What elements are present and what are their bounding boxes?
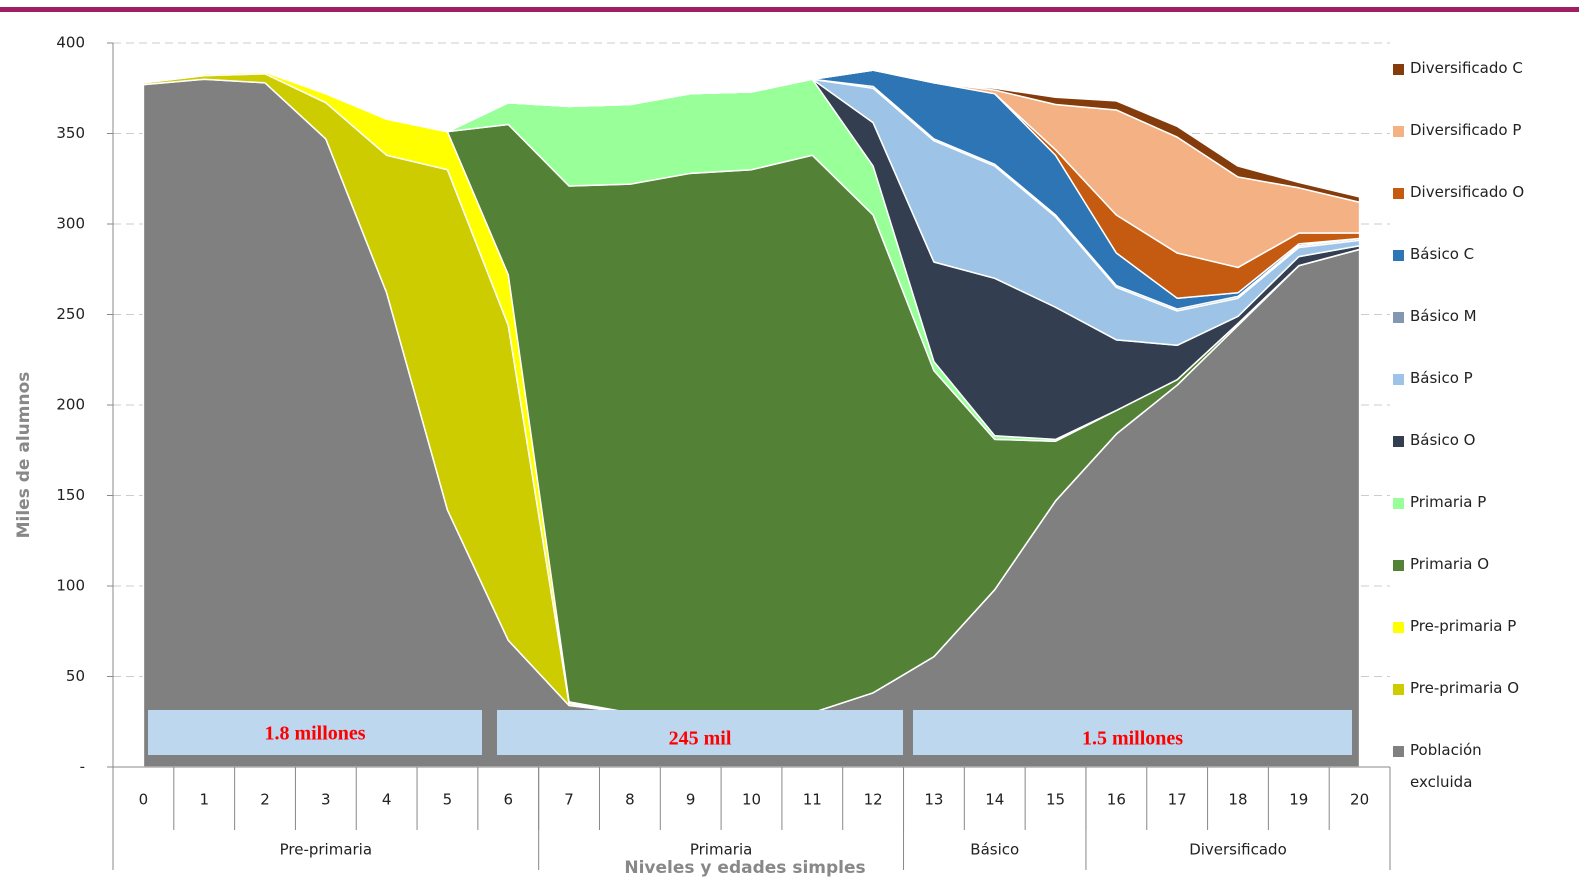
legend-item: Básico O xyxy=(1393,431,1573,494)
legend-label: Pre-primaria O xyxy=(1410,679,1520,697)
annotation-box xyxy=(497,710,903,755)
y-axis-label: Miles de alumnos xyxy=(14,372,34,539)
legend-item: Pre-primaria P xyxy=(1393,617,1573,680)
legend-item: Población excluida xyxy=(1393,741,1573,804)
y-tick-label: 400 xyxy=(56,34,85,52)
top-band xyxy=(0,0,1579,12)
legend-swatch xyxy=(1393,374,1404,385)
x-tick-label: 10 xyxy=(742,791,761,809)
legend-item: Básico P xyxy=(1393,369,1573,432)
legend-swatch xyxy=(1393,64,1404,75)
x-tick-label: 15 xyxy=(1046,791,1065,809)
y-tick-label: 100 xyxy=(56,577,85,595)
legend-item: Diversificado P xyxy=(1393,121,1573,184)
group-label: Primaria xyxy=(690,841,752,859)
legend-label: Primaria P xyxy=(1410,493,1487,511)
legend-label: Básico M xyxy=(1410,307,1477,325)
x-tick-label: 4 xyxy=(382,791,392,809)
x-tick-label: 7 xyxy=(564,791,574,809)
x-tick-label: 1 xyxy=(199,791,209,809)
x-tick-label: 3 xyxy=(321,791,331,809)
legend-item: Primaria P xyxy=(1393,493,1573,556)
legend: Diversificado C Diversificado P Diversific… xyxy=(1393,59,1573,804)
legend-swatch xyxy=(1393,126,1404,137)
legend-label: Básico P xyxy=(1410,369,1473,387)
legend-swatch xyxy=(1393,436,1404,447)
legend-label: Básico C xyxy=(1410,245,1475,263)
x-tick-label: 5 xyxy=(443,791,453,809)
x-tick-label: 9 xyxy=(686,791,696,809)
x-tick-label: 17 xyxy=(1168,791,1187,809)
legend-item: Primaria O xyxy=(1393,555,1573,618)
x-tick-label: 20 xyxy=(1350,791,1369,809)
x-tick-label: 16 xyxy=(1107,791,1126,809)
legend-swatch xyxy=(1393,684,1404,695)
y-tick-label: 200 xyxy=(56,396,85,414)
legend-label: Diversificado P xyxy=(1410,121,1522,139)
x-tick-label: 8 xyxy=(625,791,635,809)
legend-label: Pre-primaria P xyxy=(1410,617,1517,635)
legend-item: Básico C xyxy=(1393,245,1573,308)
x-axis-label: Niveles y edades simples xyxy=(624,858,865,878)
x-tick-label: 14 xyxy=(985,791,1004,809)
legend-label: Diversificado C xyxy=(1410,59,1523,77)
legend-label: Primaria O xyxy=(1410,555,1490,573)
annotation: 1.8 millones xyxy=(264,723,365,745)
annotation-box xyxy=(148,710,482,755)
legend-label: Población excluida xyxy=(1410,741,1482,791)
legend-swatch xyxy=(1393,188,1404,199)
y-tick-label: 150 xyxy=(56,486,85,504)
legend-swatch xyxy=(1393,498,1404,509)
legend-swatch xyxy=(1393,312,1404,323)
legend-label: Diversificado O xyxy=(1410,183,1525,201)
legend-label: Básico O xyxy=(1410,431,1476,449)
legend-swatch xyxy=(1393,622,1404,633)
legend-item: Diversificado C xyxy=(1393,59,1573,122)
legend-swatch xyxy=(1393,560,1404,571)
x-tick-label: 12 xyxy=(864,791,883,809)
area xyxy=(142,69,1361,204)
x-tick-label: 18 xyxy=(1228,791,1247,809)
legend-item: Pre-primaria O xyxy=(1393,679,1573,742)
y-tick-label: 250 xyxy=(56,305,85,323)
y-tick-label: 350 xyxy=(56,124,85,142)
x-tick-label: 6 xyxy=(503,791,513,809)
x-tick-label: 11 xyxy=(803,791,822,809)
x-tick-label: 19 xyxy=(1289,791,1308,809)
x-tick-label: 0 xyxy=(139,791,149,809)
group-label: Básico xyxy=(970,841,1019,859)
y-tick-label: 300 xyxy=(56,215,85,233)
annotation-box xyxy=(913,710,1352,755)
group-label: Pre-primaria xyxy=(280,841,372,859)
legend-swatch xyxy=(1393,250,1404,261)
y-tick-label: - xyxy=(80,758,85,776)
annotation: 245 mil xyxy=(669,728,732,750)
legend-item: Diversificado O xyxy=(1393,183,1573,246)
legend-swatch xyxy=(1393,746,1404,757)
annotation: 1.5 millones xyxy=(1082,728,1183,750)
group-label: Diversificado xyxy=(1189,841,1287,859)
x-tick-label: 13 xyxy=(924,791,943,809)
x-tick-label: 2 xyxy=(260,791,270,809)
legend-item: Básico M xyxy=(1393,307,1573,370)
y-tick-label: 50 xyxy=(66,667,85,685)
